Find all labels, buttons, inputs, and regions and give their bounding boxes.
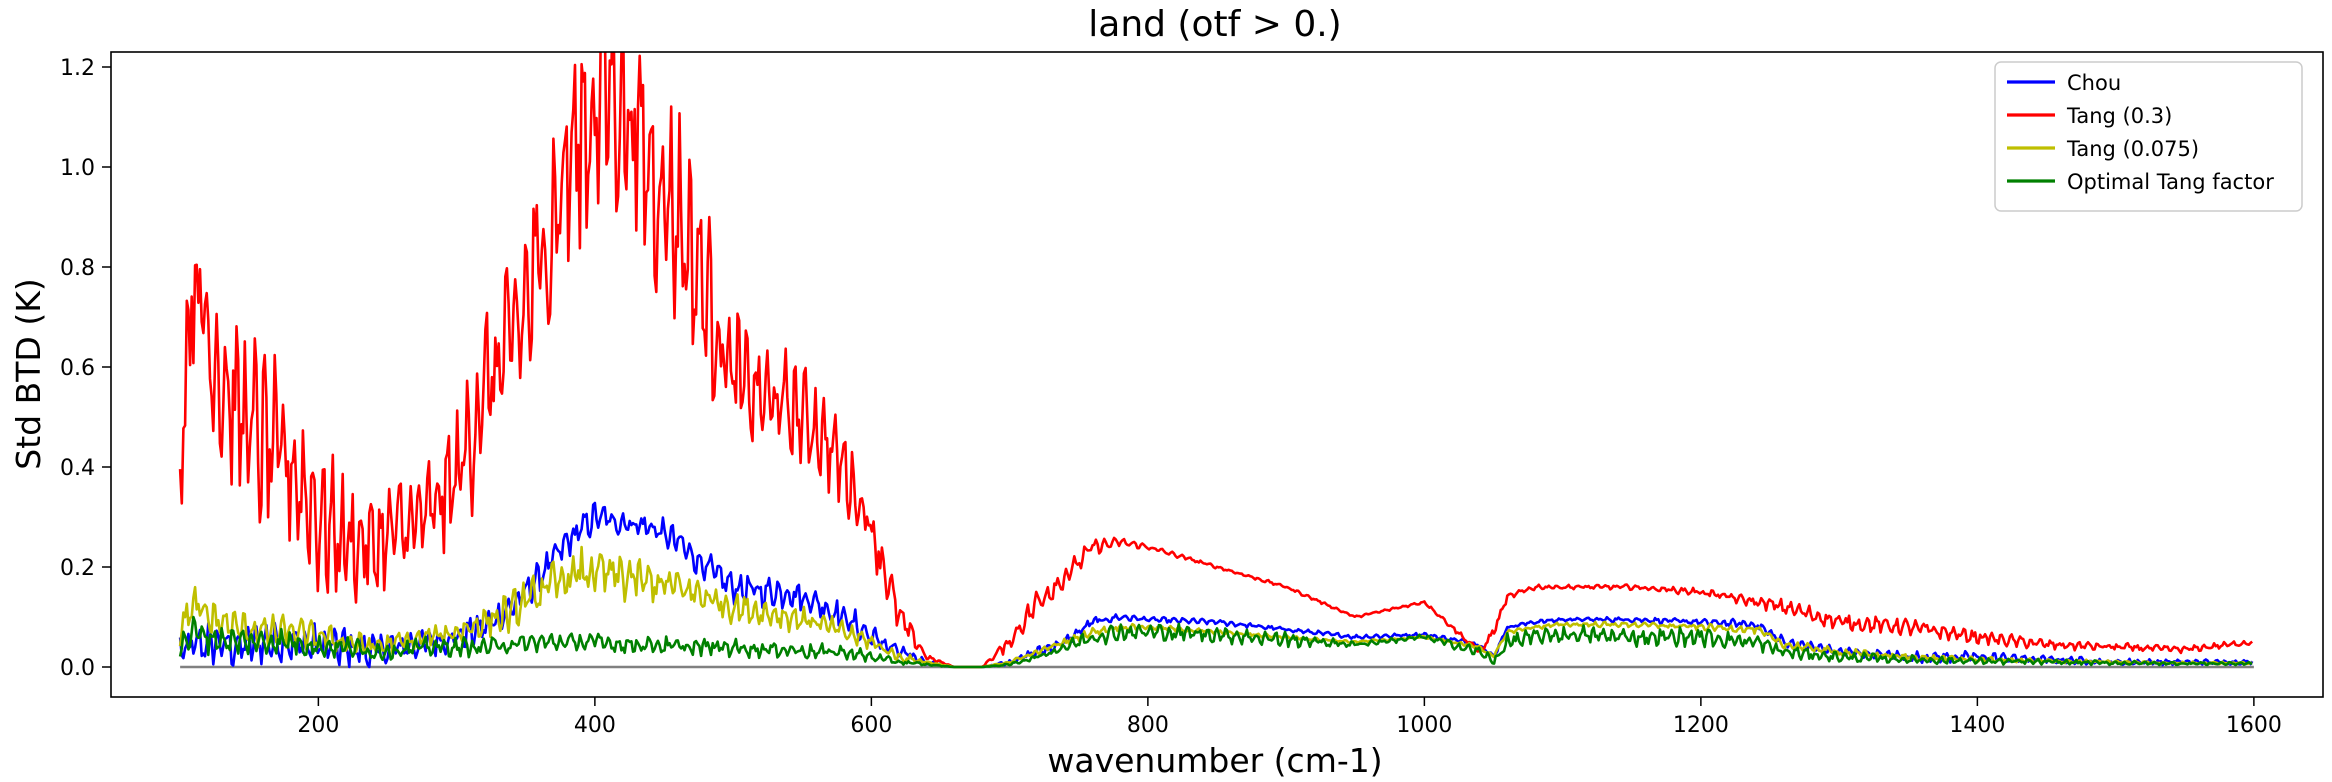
y-tick-label: 0.0: [60, 656, 95, 681]
series-line-4: [178, 615, 2253, 669]
y-tick-label: 0.4: [60, 456, 95, 481]
legend-entry: Optimal Tang factor: [2067, 170, 2274, 194]
legend-entry: Tang (0.3): [2066, 104, 2172, 128]
x-tick-label: 1400: [1949, 713, 2005, 738]
x-tick-label: 200: [297, 713, 339, 738]
x-axis-ticks: 200 400 600 800 1000 1200 1400 1600: [297, 697, 2282, 738]
plot-frame: [110, 51, 2324, 698]
y-tick-label: 0.6: [60, 356, 95, 381]
x-tick-label: 1200: [1673, 713, 1729, 738]
y-axis-label: Std BTD (K): [9, 278, 48, 469]
x-tick-label: 800: [1127, 713, 1169, 738]
y-tick-label: 1.0: [60, 156, 95, 181]
x-tick-label: 1000: [1396, 713, 1452, 738]
legend-entry: Tang (0.075): [2066, 137, 2199, 161]
y-tick-label: 0.8: [60, 256, 95, 281]
plot-area: [110, 51, 2324, 698]
y-tick-label: 0.2: [60, 556, 95, 581]
series-group: [178, 52, 2254, 669]
y-tick-label: 1.2: [60, 56, 95, 81]
x-axis-label: wavenumber (cm-1): [1047, 741, 1382, 780]
legend-entry: Chou: [2067, 71, 2121, 95]
series-line-2: [178, 52, 2254, 669]
y-axis-ticks: 0.0 0.2 0.4 0.6 0.8 1.0 1.2: [60, 56, 111, 681]
x-tick-label: 400: [574, 713, 616, 738]
x-tick-label: 600: [850, 713, 892, 738]
x-tick-label: 1600: [2226, 713, 2282, 738]
legend-box: [1994, 61, 2303, 212]
legend: Chou Tang (0.3) Tang (0.075) Optimal Tang f…: [1994, 61, 2303, 212]
chart-title: land (otf > 0.): [1088, 4, 1341, 45]
